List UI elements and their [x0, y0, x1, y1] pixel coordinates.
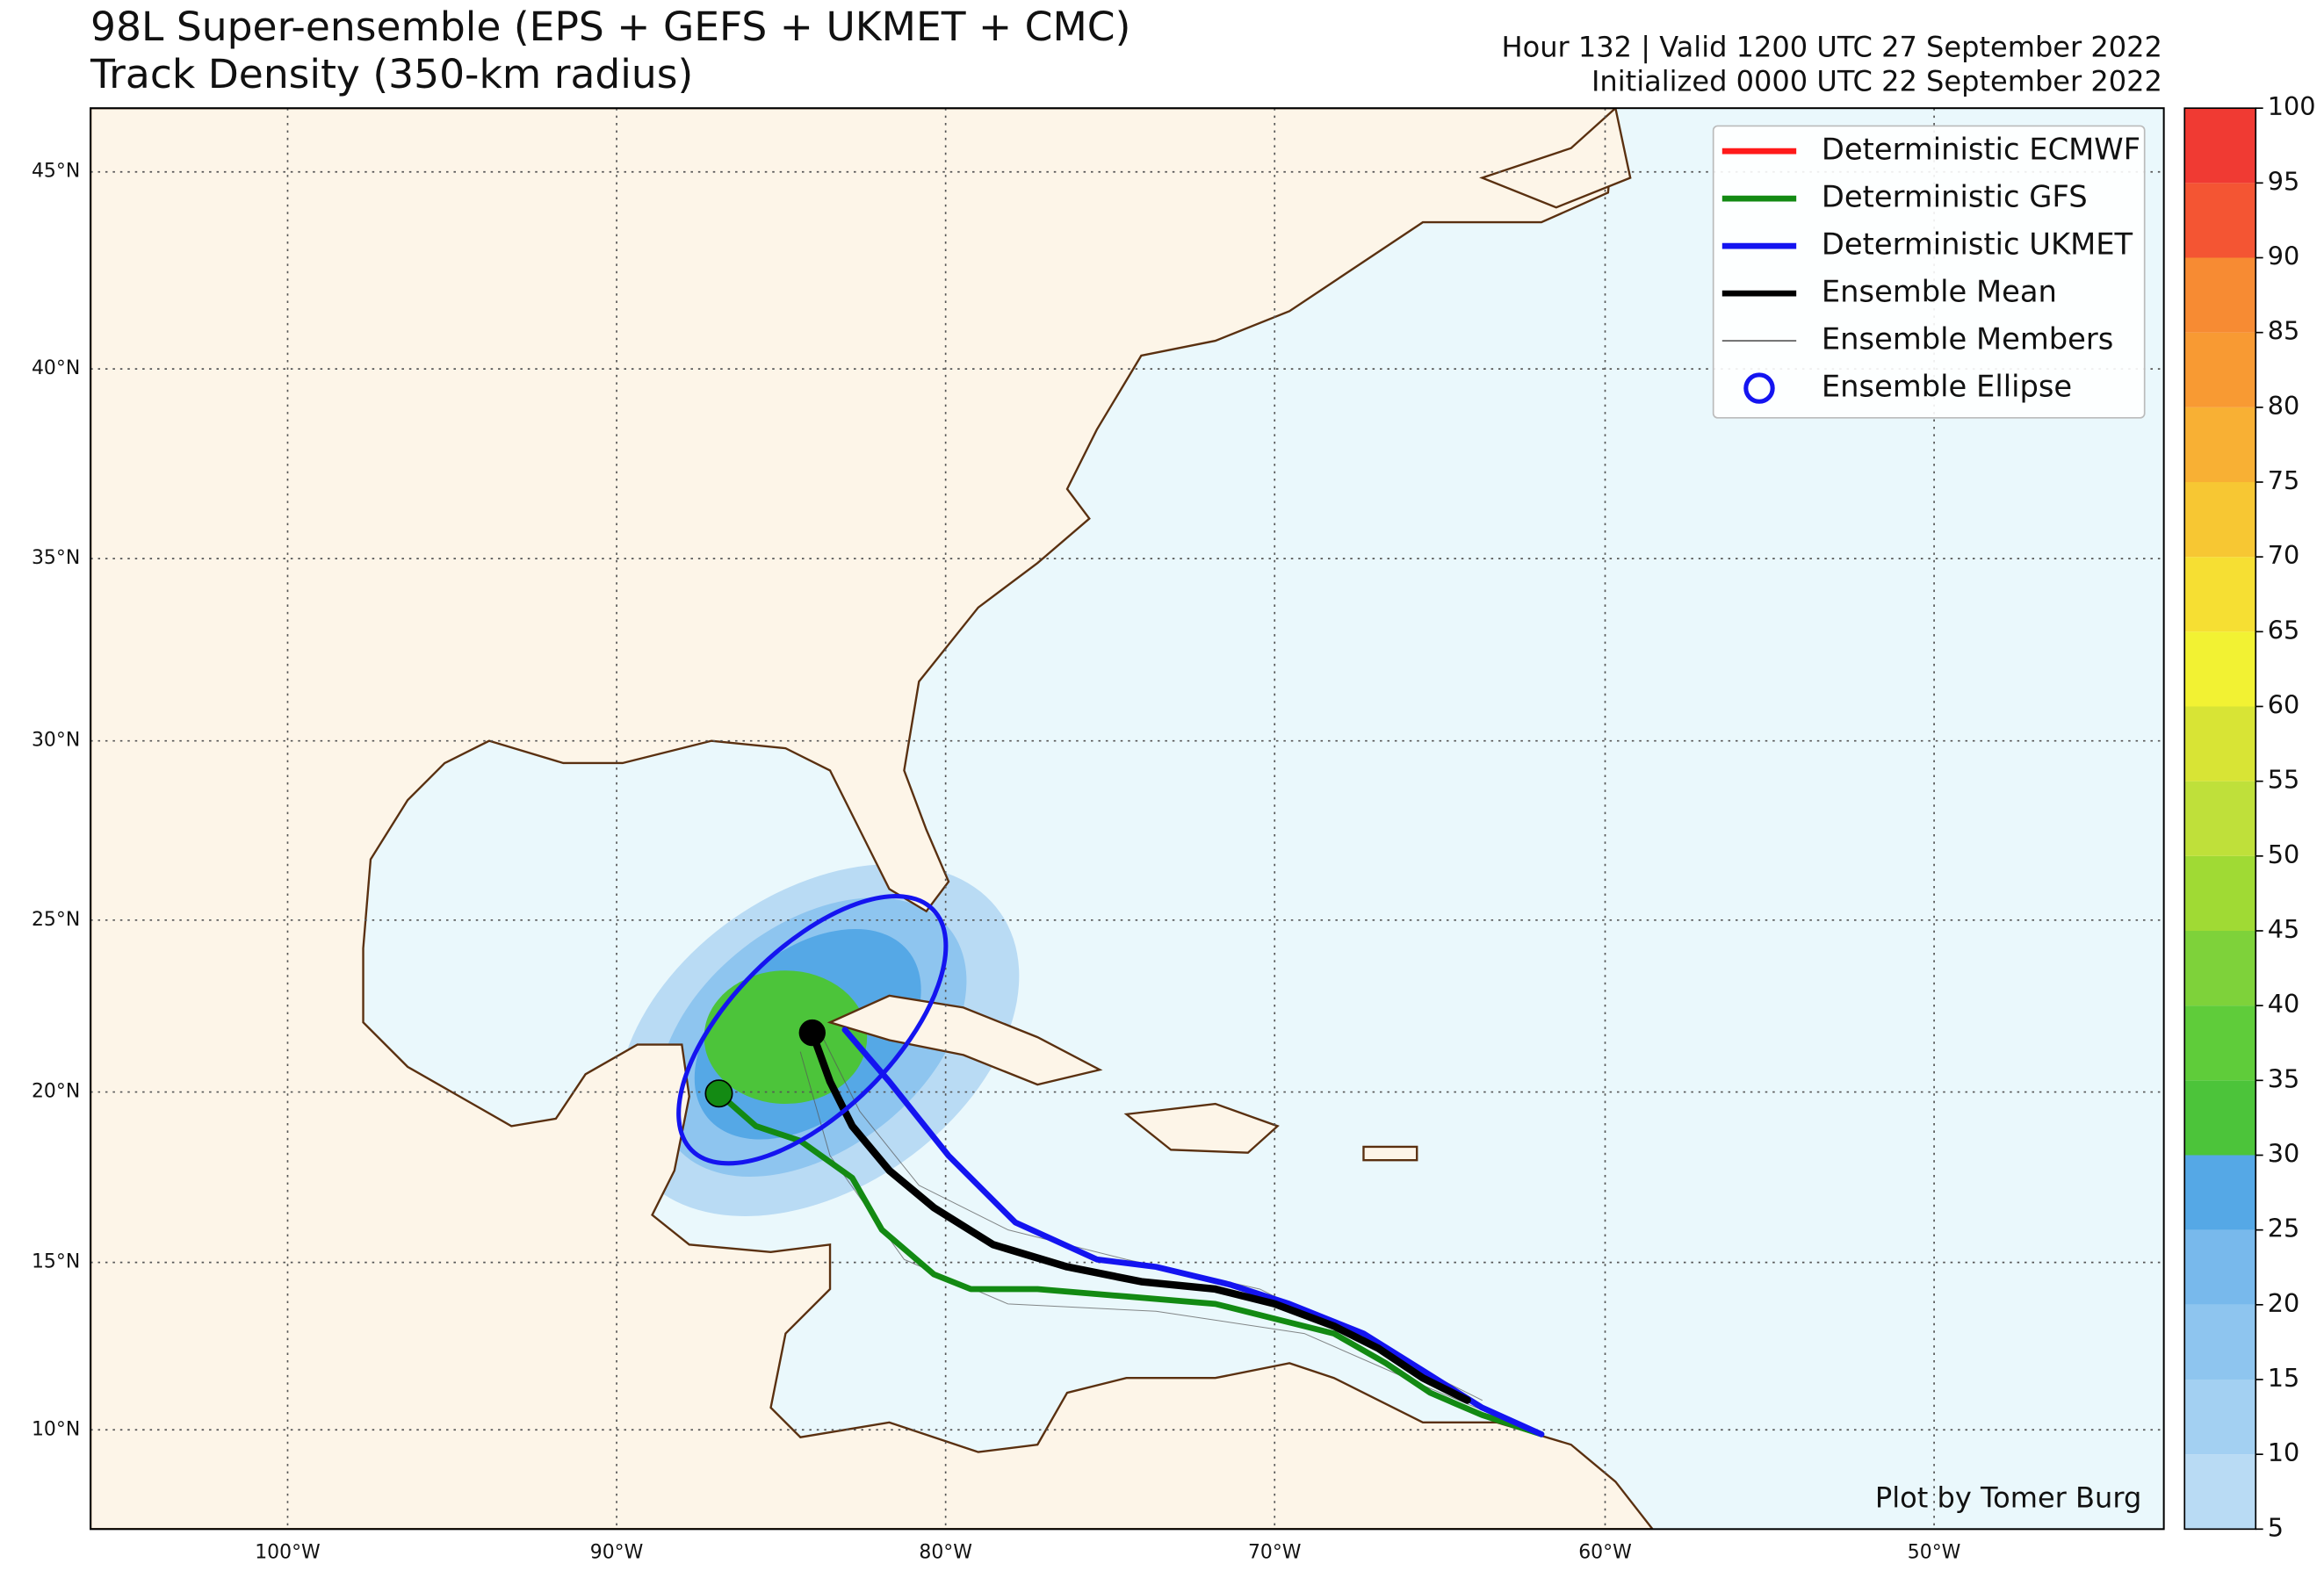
colorbar-tick-label: 65 — [2268, 615, 2299, 645]
colorbar-band — [2184, 1304, 2256, 1380]
colorbar: 5 10 15 20 25 30 35 40 45 50 55 60 65 70 75 80 85 90 95 100 — [2183, 91, 2316, 1542]
colorbar-band — [2184, 930, 2256, 1006]
colorbar-tick-label: 80 — [2268, 391, 2299, 421]
title: 98L Super-ensemble (EPS + GEFS + UKMET +… — [90, 4, 1130, 50]
colorbar-band — [2184, 407, 2256, 483]
subtitle: Track Density (350-km radius) — [90, 51, 693, 97]
legend-label: Deterministic ECMWF — [1822, 133, 2140, 167]
colorbar-tick-label: 5 — [2268, 1512, 2284, 1542]
lon-label: 50°W — [1908, 1541, 1961, 1563]
nova-scotia — [1479, 108, 1632, 209]
colorbar-tick-label: 15 — [2268, 1363, 2299, 1393]
cuba — [826, 994, 1103, 1086]
colorbar-tick-label: 20 — [2268, 1288, 2299, 1318]
gfs-position — [704, 1079, 733, 1108]
hispaniola — [1123, 1102, 1280, 1154]
legend-label: Ensemble Ellipse — [1822, 370, 2072, 404]
lon-label: 80°W — [919, 1541, 972, 1563]
mean-track — [808, 1028, 1471, 1404]
legend-label: Deterministic UKMET — [1822, 227, 2133, 262]
credit: Plot by Tomer Burg — [1875, 1481, 2141, 1515]
colorbar-band — [2184, 257, 2256, 333]
colorbar-tick-label: 60 — [2268, 689, 2299, 719]
puerto-rico — [1362, 1145, 1418, 1162]
colorbar-band — [2184, 1155, 2256, 1230]
colorbar-tick-label: 95 — [2268, 166, 2299, 196]
legend: Deterministic ECMWF Deterministic GFS Dete… — [1712, 125, 2146, 419]
colorbar-band — [2184, 1454, 2256, 1530]
colorbar-tick-label: 100 — [2268, 91, 2316, 121]
ensemble-ellipse — [676, 894, 949, 1166]
colorbar-tick-label: 30 — [2268, 1138, 2299, 1168]
colorbar-tick-label: 50 — [2268, 839, 2299, 869]
legend-label: Ensemble Mean — [1822, 275, 2057, 309]
colorbar-tick-label: 55 — [2268, 765, 2299, 795]
lat-label: 25°N — [32, 909, 80, 931]
colorbar-band — [2184, 1379, 2256, 1455]
colorbar-band — [2184, 781, 2256, 856]
lat-label: 45°N — [32, 161, 80, 183]
lon-label: 90°W — [590, 1541, 644, 1563]
map-frame — [90, 107, 2165, 1531]
legend-box — [1712, 125, 2146, 419]
legend-label: Deterministic GFS — [1822, 180, 2088, 214]
colorbar-band — [2184, 183, 2256, 258]
colorbar-tick-label: 25 — [2268, 1214, 2299, 1243]
colorbar-tick-label: 70 — [2268, 540, 2299, 570]
colorbar-band — [2184, 332, 2256, 407]
legend-label: Ensemble Members — [1822, 322, 2114, 357]
colorbar-band — [2184, 1080, 2256, 1156]
lon-label: 60°W — [1578, 1541, 1632, 1563]
colorbar-tick-label: 35 — [2268, 1063, 2299, 1093]
colorbar-band — [2184, 108, 2256, 184]
lon-label: 70°W — [1248, 1541, 1302, 1563]
colorbar-band — [2184, 855, 2256, 931]
colorbar-tick-label: 90 — [2268, 241, 2299, 271]
gfs-track — [716, 1090, 1545, 1437]
legend-swatch — [1743, 372, 1775, 404]
colorbar-band — [2184, 1229, 2256, 1305]
lat-label: 30°N — [32, 730, 80, 752]
lat-label: 15°N — [32, 1251, 80, 1273]
colorbar-tick-label: 40 — [2268, 989, 2299, 1019]
init-time: Initialized 0000 UTC 22 September 2022 — [1591, 64, 2162, 97]
colorbar-band — [2184, 706, 2256, 782]
colorbar-band — [2184, 631, 2256, 707]
lat-label: 10°N — [32, 1418, 80, 1440]
colorbar-band — [2184, 1005, 2256, 1081]
colorbar-band — [2184, 482, 2256, 558]
colorbar-band — [2184, 557, 2256, 632]
lat-label: 20°N — [32, 1081, 80, 1103]
north-america — [90, 108, 1655, 1530]
colorbar-tick-label: 45 — [2268, 914, 2299, 944]
mean-position — [798, 1019, 826, 1047]
colorbar-tick-label: 75 — [2268, 465, 2299, 495]
lat-label: 40°N — [32, 357, 80, 379]
lon-label: 100°W — [255, 1541, 320, 1563]
colorbar-tick-label: 10 — [2268, 1437, 2299, 1467]
colorbar-tick-label: 85 — [2268, 316, 2299, 346]
valid-time: Hour 132 | Valid 1200 UTC 27 September 2… — [1502, 31, 2162, 64]
colorbar-frame — [2183, 107, 2257, 1531]
lat-label: 35°N — [32, 547, 80, 569]
ukmet-track — [841, 1027, 1545, 1437]
